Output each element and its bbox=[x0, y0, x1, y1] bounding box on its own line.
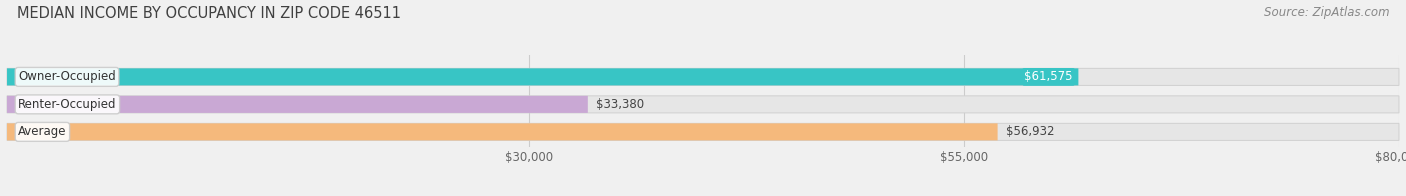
Text: Renter-Occupied: Renter-Occupied bbox=[18, 98, 117, 111]
FancyBboxPatch shape bbox=[7, 123, 1399, 140]
Text: MEDIAN INCOME BY OCCUPANCY IN ZIP CODE 46511: MEDIAN INCOME BY OCCUPANCY IN ZIP CODE 4… bbox=[17, 6, 401, 21]
Text: Source: ZipAtlas.com: Source: ZipAtlas.com bbox=[1264, 6, 1389, 19]
FancyBboxPatch shape bbox=[7, 68, 1078, 85]
Text: Owner-Occupied: Owner-Occupied bbox=[18, 70, 115, 83]
FancyBboxPatch shape bbox=[7, 123, 998, 140]
Text: $56,932: $56,932 bbox=[1005, 125, 1054, 138]
FancyBboxPatch shape bbox=[7, 96, 1399, 113]
FancyBboxPatch shape bbox=[7, 68, 1399, 85]
Text: $33,380: $33,380 bbox=[596, 98, 644, 111]
Text: Average: Average bbox=[18, 125, 66, 138]
FancyBboxPatch shape bbox=[7, 96, 588, 113]
Text: $61,575: $61,575 bbox=[1025, 70, 1073, 83]
